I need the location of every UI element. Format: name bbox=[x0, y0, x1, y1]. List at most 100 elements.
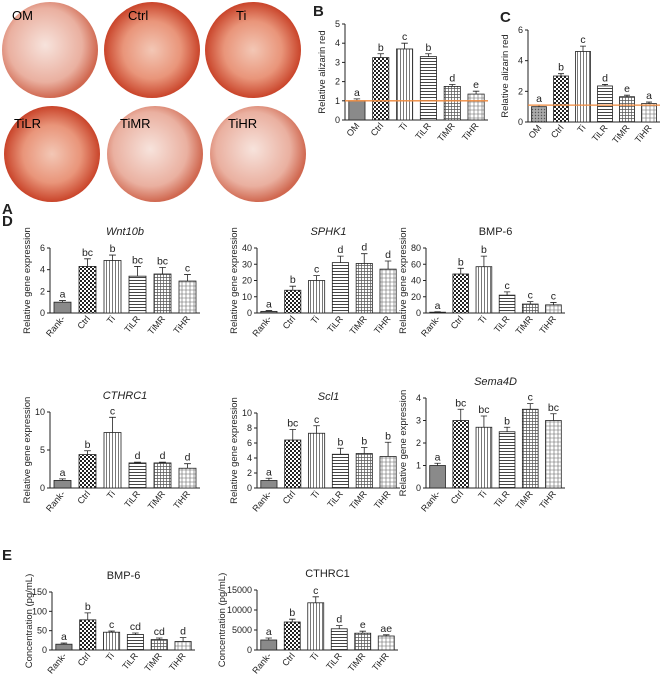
x-tick-label: TiLR bbox=[122, 488, 142, 509]
y-tick-label: 10 bbox=[35, 407, 45, 417]
bar bbox=[476, 267, 492, 313]
y-tick-label: 40 bbox=[411, 276, 421, 286]
significance-label: c bbox=[314, 414, 319, 426]
significance-label: d bbox=[361, 242, 367, 254]
significance-label: e bbox=[360, 619, 366, 631]
y-tick-label: 5 bbox=[40, 445, 45, 455]
y-tick-label: 50 bbox=[37, 626, 47, 636]
error-bar bbox=[481, 256, 487, 267]
significance-label: ae bbox=[380, 623, 392, 635]
significance-label: bc bbox=[548, 402, 559, 414]
y-tick-label: 0 bbox=[42, 645, 47, 655]
error-bar bbox=[290, 286, 296, 290]
x-tick-label: Ctrl bbox=[449, 489, 466, 506]
significance-label: b bbox=[504, 415, 510, 427]
y-tick-label: 20 bbox=[242, 276, 252, 286]
bar bbox=[285, 290, 301, 313]
y-axis-label: Concentration (pg/mL) bbox=[217, 573, 228, 668]
bar bbox=[103, 632, 119, 650]
bar bbox=[129, 276, 146, 313]
x-tick-label: TiHR bbox=[171, 313, 192, 335]
significance-label: c bbox=[109, 619, 114, 631]
bar bbox=[430, 312, 446, 313]
significance-label: d bbox=[336, 614, 342, 626]
bar bbox=[154, 274, 171, 313]
error-bar bbox=[337, 256, 343, 263]
x-tick-label: TiLR bbox=[120, 650, 140, 671]
error-bar bbox=[313, 426, 319, 434]
error-bar bbox=[180, 638, 186, 642]
bar bbox=[532, 107, 547, 122]
y-tick-label: 15000 bbox=[227, 585, 252, 595]
x-tick-label: OM bbox=[344, 121, 361, 139]
x-tick-label: TiMR bbox=[436, 120, 458, 143]
bar bbox=[620, 97, 635, 122]
error-bar bbox=[184, 275, 191, 282]
bar bbox=[453, 421, 469, 489]
photo-label: Ctrl bbox=[128, 8, 148, 23]
error-bar bbox=[385, 261, 391, 269]
x-tick-label: Ctrl bbox=[281, 314, 298, 331]
significance-label: a bbox=[536, 93, 542, 105]
x-tick-label: Rank- bbox=[250, 314, 273, 339]
x-tick-label: Ti bbox=[476, 489, 488, 501]
bar bbox=[54, 480, 71, 488]
y-axis-label: Relative gene expression bbox=[398, 227, 409, 334]
bar bbox=[546, 305, 562, 313]
y-axis-label: Relative gene expression bbox=[229, 227, 240, 334]
x-tick-label: Ti bbox=[309, 489, 321, 501]
x-tick-label: TiMR bbox=[146, 488, 168, 511]
significance-label: c bbox=[528, 392, 533, 404]
error-bar bbox=[550, 414, 556, 421]
x-tick-label: Rank- bbox=[419, 489, 442, 514]
bar bbox=[308, 281, 324, 314]
bar bbox=[284, 622, 300, 650]
x-tick-label: Ctrl bbox=[549, 123, 566, 140]
bar bbox=[468, 94, 484, 120]
y-axis-label: Concentration (pg/mL) bbox=[24, 574, 35, 669]
significance-label: a bbox=[266, 299, 272, 311]
bar bbox=[54, 302, 71, 313]
x-tick-label: TiMR bbox=[146, 313, 168, 336]
y-tick-label: 2 bbox=[518, 86, 523, 96]
error-bar bbox=[425, 54, 431, 57]
y-tick-label: 4 bbox=[416, 393, 421, 403]
error-bar bbox=[159, 268, 166, 275]
x-tick-label: Ti bbox=[397, 121, 409, 133]
significance-label: b bbox=[458, 256, 464, 268]
significance-label: b bbox=[558, 62, 564, 74]
significance-label: c bbox=[528, 290, 533, 302]
x-tick-label: TiLR bbox=[492, 488, 512, 509]
y-tick-label: 40 bbox=[242, 243, 252, 253]
photo-label: Ti bbox=[236, 8, 246, 23]
bar bbox=[598, 86, 613, 122]
significance-label: d bbox=[449, 72, 455, 84]
culture-dish bbox=[205, 2, 301, 98]
y-axis-label: Relative gene expression bbox=[229, 397, 240, 504]
error-bar bbox=[361, 448, 367, 454]
bar bbox=[453, 274, 469, 313]
bar bbox=[378, 636, 394, 650]
x-tick-label: TiHR bbox=[370, 650, 391, 672]
x-tick-label: Rank- bbox=[419, 314, 442, 339]
y-tick-label: 0 bbox=[416, 483, 421, 493]
bar bbox=[356, 454, 372, 489]
y-tick-label: 0 bbox=[247, 483, 252, 493]
significance-label: bc bbox=[132, 254, 143, 266]
error-bar bbox=[473, 91, 479, 94]
bar bbox=[80, 620, 96, 650]
y-tick-label: 10 bbox=[242, 408, 252, 418]
y-tick-label: 2 bbox=[416, 438, 421, 448]
y-tick-label: 20 bbox=[411, 292, 421, 302]
x-tick-label: TiMR bbox=[610, 122, 632, 145]
significance-label: a bbox=[60, 467, 66, 479]
panel-label: C bbox=[500, 9, 511, 26]
error-bar bbox=[336, 626, 342, 629]
x-tick-label: Ctrl bbox=[280, 651, 297, 668]
significance-label: c bbox=[580, 34, 585, 46]
significance-label: d bbox=[160, 450, 166, 462]
